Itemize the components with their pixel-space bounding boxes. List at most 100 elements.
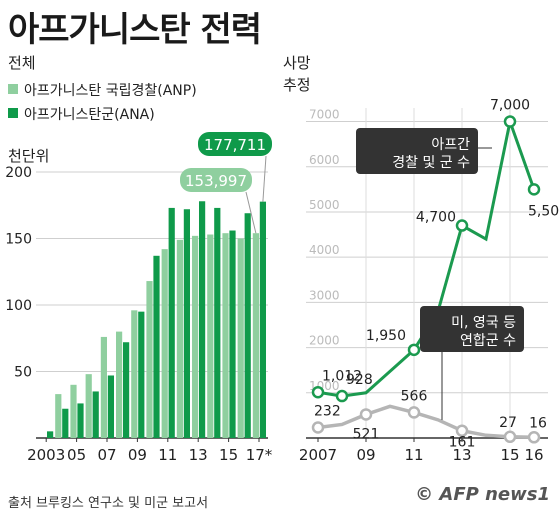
line-xtick-label: 2007 <box>299 446 337 464</box>
line-ytick-label: 7000 <box>309 108 340 122</box>
bar-1-5 <box>123 342 130 438</box>
line-ytick-label: 4000 <box>309 243 340 257</box>
left-panel-heading: 전체 <box>8 54 36 72</box>
bar-0-2 <box>70 384 77 438</box>
line-marker-0 <box>335 389 349 403</box>
bar-data-label-bg <box>180 168 252 192</box>
line-ytick-label: 3000 <box>309 288 340 302</box>
line-data-label: 4,700 <box>416 210 456 226</box>
credit-logo: © AFP news1 <box>415 484 550 505</box>
bar-data-label: 177,711 <box>204 136 266 154</box>
line-ytick-label: 2000 <box>309 334 340 348</box>
bar-1-10 <box>199 201 206 438</box>
bar-data-label-leader <box>262 155 267 202</box>
legend-anp-label: 아프가니스탄 국립경찰(ANP) <box>24 83 197 99</box>
line-data-label: 232 <box>314 404 341 420</box>
line-data-label: 566 <box>401 388 428 404</box>
annotation-police-text: 아프간 <box>431 137 470 153</box>
bar-data-label-leader <box>245 191 257 234</box>
bar-data-label-bg <box>198 132 272 156</box>
bar-xtick-label: 15 <box>219 446 238 464</box>
bar-0-13 <box>237 238 244 438</box>
line-marker-0 <box>455 219 469 232</box>
bar-1-12 <box>229 230 236 438</box>
line-marker-1 <box>527 431 541 444</box>
line-data-label: 1,950 <box>366 328 406 344</box>
bar-xtick-label: 05 <box>67 446 86 464</box>
line-marker-0 <box>407 343 421 357</box>
bar-0-8 <box>161 249 168 438</box>
right-ylabel-line1: 사망 <box>283 54 311 72</box>
legend-ana-label: 아프가니스탄군(ANA) <box>24 107 155 123</box>
bar-xtick-label: 13 <box>189 446 208 464</box>
line-marker-1 <box>407 406 421 419</box>
line-data-label: 27 <box>499 415 517 431</box>
line-xtick-label: 16 <box>524 446 543 464</box>
line-data-label: 5,500* <box>528 203 560 219</box>
bar-ytick-label: 50 <box>14 365 32 381</box>
annotation-police-text: 경찰 및 군 수 <box>392 155 470 171</box>
line-marker-1 <box>359 408 373 421</box>
line-marker-0 <box>503 115 517 128</box>
line-data-label: 7,000 <box>490 98 530 114</box>
line-marker-1 <box>503 430 517 444</box>
bar-0-14 <box>252 233 259 438</box>
line-data-label: 161 <box>449 435 476 451</box>
right-ylabel-line2: 추정 <box>283 76 311 94</box>
line-marker-0 <box>527 183 541 196</box>
bar-data-label: 153,997 <box>185 172 247 190</box>
bar-1-8 <box>168 207 175 438</box>
legend-anp-swatch <box>8 84 18 94</box>
bar-1-6 <box>138 311 145 438</box>
bar-1-1 <box>62 408 69 438</box>
annotation-coalition-text: 미, 영국 등 <box>451 315 516 331</box>
bar-0-3 <box>85 374 92 438</box>
bar-1-2 <box>77 403 84 438</box>
bar-xtick-label: 07 <box>97 446 116 464</box>
bar-1-13 <box>244 213 251 438</box>
bar-ytick-label: 200 <box>5 165 32 181</box>
bar-1-11 <box>214 207 221 438</box>
bar-1-7 <box>153 255 160 438</box>
bar-0-1 <box>55 394 62 438</box>
line-xtick-label: 09 <box>356 446 375 464</box>
bar-0-12 <box>222 233 229 438</box>
bar-1-9 <box>183 209 190 438</box>
line-marker-1 <box>455 424 469 437</box>
bar-0-6 <box>131 310 138 438</box>
source-footer: 출처 브루킹스 연구소 및 미군 보고서 <box>8 496 209 511</box>
line-xtick-label: 11 <box>404 446 423 464</box>
line-xtick-label: 15 <box>500 446 519 464</box>
line-data-label: 521 <box>353 426 380 442</box>
bar-ytick-label: 100 <box>5 298 32 314</box>
annotation-coalition-text: 연합군 수 <box>460 333 516 349</box>
bar-0-7 <box>146 281 153 438</box>
line-series-1 <box>317 404 535 440</box>
bar-0-4 <box>100 336 107 438</box>
bar-xtick-label: 17* <box>246 446 273 464</box>
annotation-police-box <box>356 128 478 174</box>
line-data-label: 928 <box>346 372 373 388</box>
bar-0-11 <box>207 234 214 438</box>
bar-ytick-label: 150 <box>5 232 32 248</box>
legend-ana-swatch <box>8 108 18 118</box>
bar-xtick-label: 11 <box>158 446 177 464</box>
line-xtick-label: 13 <box>452 446 471 464</box>
line-data-label: 1,012 <box>322 368 362 384</box>
bar-xtick-label: 2003 <box>27 446 65 464</box>
bar-0-9 <box>176 239 183 438</box>
line-ytick-label: 5000 <box>309 198 340 212</box>
left-unit-label: 천단위 <box>8 147 50 165</box>
bar-1-4 <box>107 375 114 438</box>
bar-chart: 50 100 150 200 2003 05 07 09 11 13 15 17* 153,997 177… <box>5 132 273 464</box>
bar-1-14 <box>259 201 266 438</box>
bar-xtick-label: 09 <box>128 446 147 464</box>
line-data-label: 16 <box>529 415 547 431</box>
annotation-coalition-box <box>420 306 524 352</box>
bar-1-0 <box>47 431 54 438</box>
line-marker-0 <box>311 386 325 399</box>
bar-0-5 <box>116 331 123 438</box>
line-ytick-label: 6000 <box>309 153 340 167</box>
